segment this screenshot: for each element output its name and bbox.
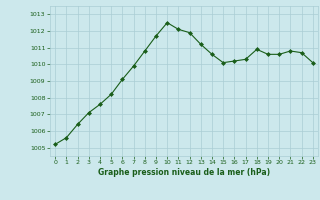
X-axis label: Graphe pression niveau de la mer (hPa): Graphe pression niveau de la mer (hPa) <box>98 168 270 177</box>
